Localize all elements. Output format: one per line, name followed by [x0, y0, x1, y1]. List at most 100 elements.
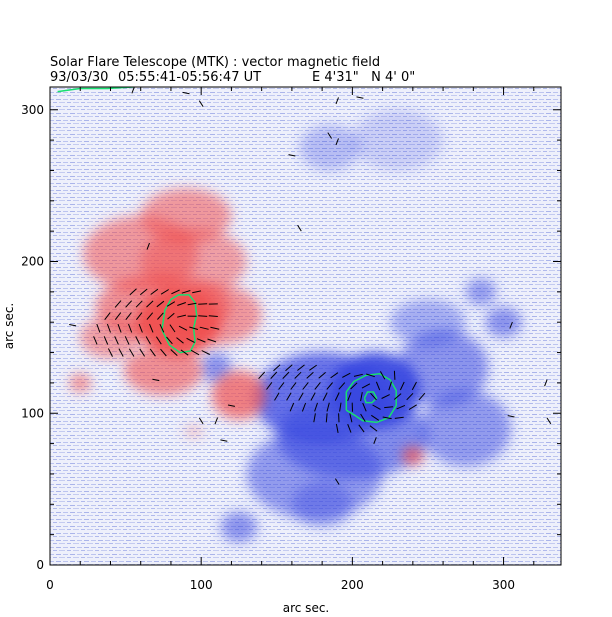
field-vector — [160, 289, 169, 295]
field-vector — [107, 348, 113, 357]
field-vector — [139, 288, 148, 296]
field-contour — [161, 294, 198, 354]
positive-region — [211, 370, 267, 420]
field-vector — [288, 154, 296, 157]
field-vector — [135, 336, 141, 345]
positive-region — [80, 316, 141, 359]
field-vector — [129, 288, 137, 296]
field-vector — [146, 242, 150, 250]
field-vector — [356, 96, 364, 99]
positive-region — [170, 284, 262, 345]
contour-layer — [57, 87, 397, 424]
negative-region — [390, 299, 466, 345]
positive-region — [184, 425, 203, 438]
field-vector — [347, 424, 352, 433]
field-vector — [128, 323, 133, 333]
field-vector — [167, 312, 175, 320]
field-vector — [326, 382, 333, 390]
field-vector — [388, 381, 392, 391]
field-vector — [335, 138, 339, 146]
field-vector — [214, 417, 219, 425]
field-vector — [411, 381, 417, 391]
field-vector — [160, 348, 167, 357]
field-vector — [128, 348, 135, 357]
field-vector — [150, 288, 159, 295]
field-vector — [318, 372, 326, 379]
chart-time-range: 05:55:41-05:56:47 UT — [118, 70, 261, 85]
field-vector — [375, 381, 381, 391]
field-vector — [170, 349, 178, 356]
field-vector — [178, 325, 188, 331]
field-vector — [342, 372, 351, 378]
field-vector — [334, 478, 340, 485]
field-vector — [379, 371, 386, 380]
field-vector — [266, 381, 273, 390]
field-vector — [382, 416, 392, 420]
field-vector — [106, 323, 111, 333]
y-tick-label: 300 — [21, 103, 44, 117]
field-vector — [313, 413, 316, 423]
field-vector — [399, 381, 405, 391]
field-vector — [96, 323, 101, 333]
field-vector — [371, 414, 380, 421]
field-vector — [544, 379, 548, 387]
field-vector — [301, 402, 307, 412]
field-vector — [335, 423, 339, 433]
field-vector — [290, 382, 297, 390]
field-vector — [117, 323, 122, 333]
field-vector — [370, 392, 377, 401]
field-vector — [149, 348, 156, 357]
field-vector — [177, 314, 187, 318]
field-vector — [196, 338, 206, 343]
axis-ticks: 0 100 200 300 0 100 200 300 — [21, 87, 561, 592]
field-vector — [282, 371, 290, 379]
negative-region — [397, 329, 489, 406]
field-vector — [136, 312, 143, 321]
field-vector — [189, 326, 199, 330]
field-vector — [149, 323, 154, 333]
field-vector — [338, 382, 346, 390]
field-vector — [350, 382, 358, 390]
field-vector — [286, 392, 292, 401]
field-vector — [394, 416, 404, 419]
field-vector — [294, 371, 302, 379]
field-vector — [393, 393, 402, 400]
field-vector — [177, 302, 186, 306]
field-vector — [274, 392, 280, 401]
field-vector — [327, 132, 333, 139]
field-vector — [131, 87, 135, 94]
field-vector — [93, 336, 98, 345]
field-vector — [208, 315, 218, 317]
field-vector — [393, 370, 396, 380]
field-vector — [114, 312, 122, 321]
field-vector — [192, 290, 202, 294]
field-vector — [69, 324, 77, 327]
field-vector — [360, 413, 366, 422]
field-vector — [198, 417, 204, 425]
y-axis-label: arc sec. — [2, 303, 16, 349]
field-vector — [353, 373, 363, 377]
field-vector — [507, 415, 515, 418]
negative-region — [299, 124, 360, 171]
field-vector — [198, 303, 208, 305]
field-vector — [361, 383, 371, 389]
field-vector — [155, 336, 162, 345]
negative-region — [465, 278, 496, 306]
field-vector — [270, 371, 278, 379]
plot-area — [50, 77, 561, 565]
field-vector — [157, 312, 164, 320]
field-vector — [381, 394, 390, 399]
field-vector — [362, 402, 367, 412]
field-vector — [199, 326, 209, 330]
field-vector — [201, 350, 211, 355]
field-vector — [187, 302, 197, 306]
field-vector — [471, 77, 475, 83]
field-vector — [278, 382, 285, 390]
field-vector — [314, 382, 321, 390]
negative-region — [220, 511, 258, 543]
field-vector — [171, 289, 180, 295]
field-vector — [273, 364, 281, 372]
x-tick-label: 0 — [46, 578, 54, 592]
field-vector — [347, 392, 352, 401]
